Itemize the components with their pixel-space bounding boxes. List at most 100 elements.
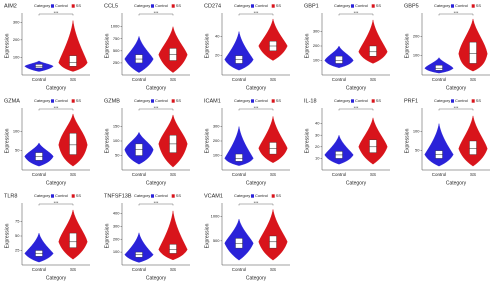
x-tick-label: Control bbox=[132, 172, 147, 177]
legend-label: SS bbox=[176, 193, 182, 198]
y-axis-label: Expression bbox=[404, 33, 410, 58]
y-tick-label: 200 bbox=[13, 37, 20, 42]
y-axis-label: Expression bbox=[104, 33, 110, 58]
violin bbox=[358, 19, 388, 64]
x-tick-label: SS bbox=[270, 77, 276, 82]
legend-swatch bbox=[371, 99, 375, 103]
x-tick-label: Control bbox=[232, 77, 247, 82]
violin bbox=[258, 18, 288, 61]
x-axis-label: Category bbox=[46, 180, 67, 186]
legend-title: Category bbox=[434, 3, 450, 8]
y-axis-label: Expression bbox=[204, 128, 210, 153]
y-tick-label: 100 bbox=[413, 53, 420, 58]
legend-label: Control bbox=[255, 98, 268, 103]
legend-swatch bbox=[351, 4, 354, 8]
legend-title: Category bbox=[134, 3, 150, 8]
y-axis-label: Expression bbox=[404, 128, 410, 153]
legend-swatch bbox=[51, 194, 54, 198]
x-tick-label: SS bbox=[170, 267, 176, 272]
legend-label: Control bbox=[455, 3, 468, 8]
legend-label: Control bbox=[155, 193, 168, 198]
y-tick-label: 100 bbox=[113, 249, 120, 254]
y-axis-label: Expression bbox=[204, 223, 210, 248]
y-tick-label: 100 bbox=[113, 138, 120, 143]
legend-swatch bbox=[71, 194, 75, 198]
panel: TNFSF13B Category Control SS100200300400Exp… bbox=[104, 193, 190, 281]
legend-title: Category bbox=[334, 98, 350, 103]
panel-title: CD274 bbox=[204, 3, 221, 9]
panel-title: ICAM1 bbox=[204, 98, 221, 104]
y-tick-label: 300 bbox=[13, 19, 20, 24]
y-tick-label: 200 bbox=[113, 236, 120, 241]
y-tick-label: 200 bbox=[413, 33, 420, 38]
x-tick-label: SS bbox=[370, 172, 376, 177]
y-tick-label: 1000 bbox=[111, 24, 121, 29]
y-tick-label: 300 bbox=[113, 223, 120, 228]
panel-title: VCAM1 bbox=[204, 193, 223, 199]
violin bbox=[58, 20, 88, 72]
legend-swatch bbox=[171, 99, 175, 103]
x-tick-label: Control bbox=[432, 77, 447, 82]
legend-swatch bbox=[251, 194, 254, 198]
y-tick-label: 750 bbox=[113, 36, 120, 41]
x-tick-label: SS bbox=[170, 172, 176, 177]
x-axis-label: Category bbox=[246, 85, 267, 91]
x-tick-label: SS bbox=[70, 267, 76, 272]
panel: GBP1 Category Control SS 100 200 300Expression… bbox=[304, 3, 390, 91]
y-tick-label: 100 bbox=[413, 128, 420, 133]
legend-label: SS bbox=[276, 193, 282, 198]
legend-swatch bbox=[171, 4, 175, 8]
legend-swatch bbox=[251, 99, 254, 103]
y-tick-label: 400 bbox=[113, 211, 120, 216]
y-axis-label: Expression bbox=[4, 33, 10, 58]
panel: AIM2 Category Control SS 100 200 300 Expression… bbox=[4, 3, 90, 91]
violin bbox=[124, 36, 154, 73]
x-tick-label: SS bbox=[370, 77, 376, 82]
legend-title: Category bbox=[34, 98, 50, 103]
legend-title: Category bbox=[134, 98, 150, 103]
panel-title: IL-18 bbox=[304, 98, 317, 104]
y-tick-label: 100 bbox=[313, 58, 320, 63]
y-tick-label: 50 bbox=[15, 233, 20, 238]
legend-swatch bbox=[371, 4, 375, 8]
legend-swatch bbox=[451, 99, 454, 103]
y-tick-label: 200 bbox=[313, 43, 320, 48]
panel-title: GZMB bbox=[104, 98, 120, 104]
panel-title: GBP1 bbox=[304, 3, 319, 9]
x-axis-label: Category bbox=[246, 275, 267, 281]
x-axis-label: Category bbox=[346, 85, 367, 91]
y-axis-label: Expression bbox=[4, 223, 10, 248]
legend-label: SS bbox=[276, 98, 282, 103]
legend-title: Category bbox=[234, 98, 250, 103]
y-tick-label: 300 bbox=[213, 124, 220, 129]
significance-bracket bbox=[438, 13, 474, 16]
legend-label: Control bbox=[255, 3, 268, 8]
y-tick-label: 10 bbox=[315, 155, 320, 160]
y-tick-label: 75 bbox=[15, 219, 20, 224]
x-axis-label: Category bbox=[246, 180, 267, 186]
significance-bracket bbox=[138, 13, 174, 16]
violin bbox=[124, 232, 154, 263]
x-tick-label: Control bbox=[332, 77, 347, 82]
panel-title: AIM2 bbox=[4, 3, 17, 9]
legend-title: Category bbox=[234, 193, 250, 198]
x-tick-label: Control bbox=[132, 77, 147, 82]
y-axis-label: Expression bbox=[104, 223, 110, 248]
y-tick-label: 200 bbox=[213, 138, 220, 143]
legend-label: SS bbox=[376, 98, 382, 103]
x-tick-label: SS bbox=[470, 172, 476, 177]
significance-label: *** bbox=[354, 10, 359, 15]
y-tick-label: 20 bbox=[315, 144, 320, 149]
x-axis-label: Category bbox=[146, 85, 167, 91]
violin bbox=[224, 31, 254, 71]
significance-label: *** bbox=[54, 105, 59, 110]
x-axis-label: Category bbox=[46, 85, 67, 91]
x-axis-label: Category bbox=[146, 180, 167, 186]
y-tick-label: 500 bbox=[213, 238, 220, 243]
y-axis-label: Expression bbox=[304, 128, 310, 153]
legend-title: Category bbox=[34, 3, 50, 8]
x-tick-label: Control bbox=[32, 172, 47, 177]
legend-label: SS bbox=[276, 3, 282, 8]
